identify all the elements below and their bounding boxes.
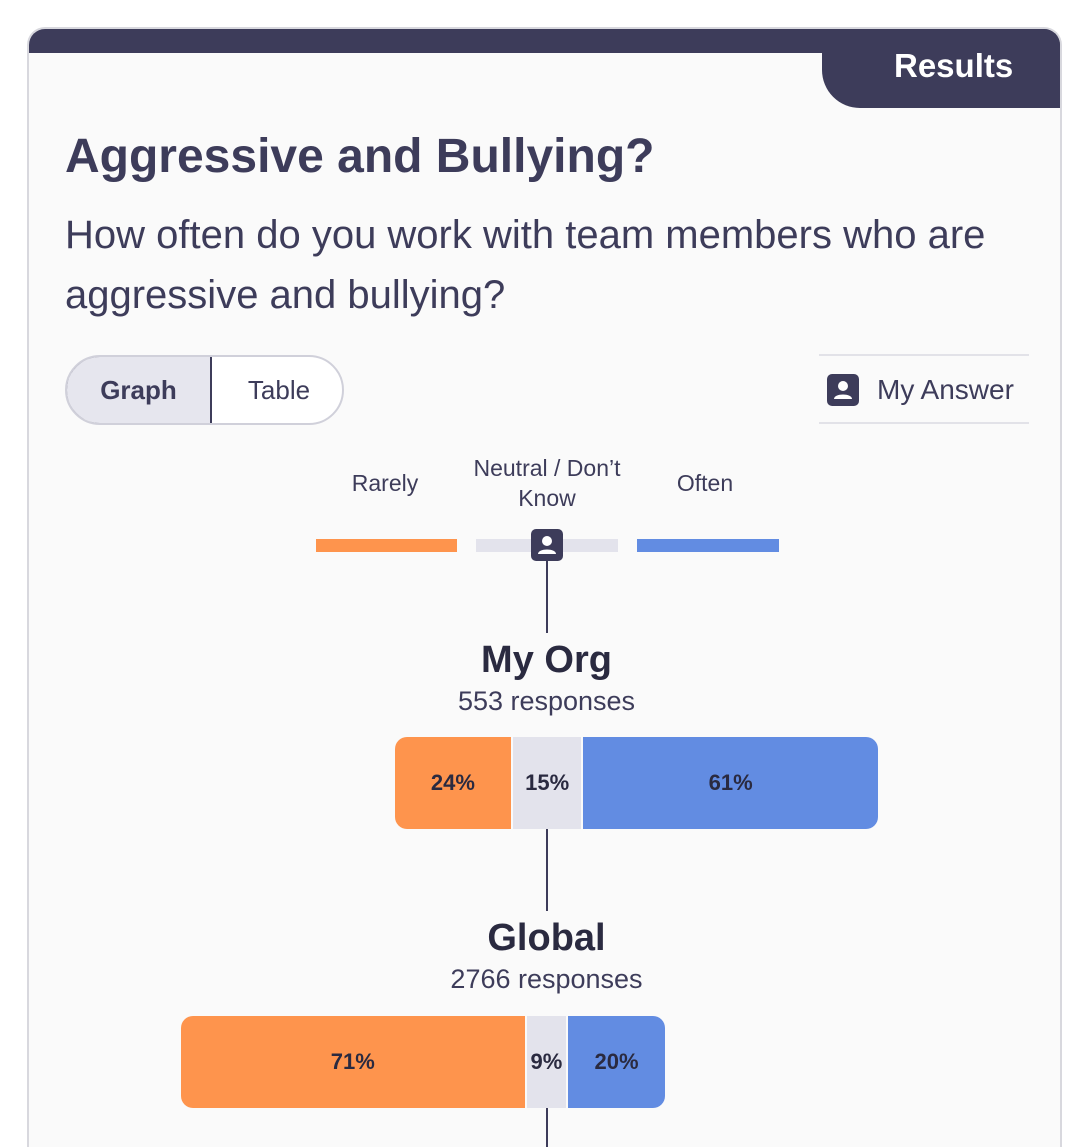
stacked-bar-my-org: 24% 15% 61% (395, 737, 878, 829)
question-title: Aggressive and Bullying? (65, 130, 655, 183)
legend-swatch-often (637, 539, 779, 552)
segment-value-label: 61% (708, 770, 753, 795)
graph-toggle-button[interactable]: Graph (67, 357, 212, 423)
segment-neutral: 15% (510, 737, 584, 829)
segment-value-label: 15% (525, 770, 570, 795)
user-icon (827, 374, 859, 406)
my-answer-label: My Answer (877, 374, 1014, 405)
group-responses-global: 2766 responses (450, 964, 643, 994)
legend-label-rarely: Rarely (351, 470, 419, 496)
group-title-my-org: My Org (481, 639, 612, 681)
my-answer-marker-icon (531, 529, 563, 561)
segment-value-label: 20% (594, 1049, 639, 1074)
segment-rarely: 24% (395, 737, 511, 829)
legend-swatch-rarely (316, 539, 457, 552)
segment-value-label: 24% (430, 770, 475, 795)
segment-value-label: 71% (330, 1049, 375, 1074)
answer-line (546, 1108, 548, 1147)
segment-often: 20% (568, 1016, 665, 1108)
segment-value-label: 9% (530, 1049, 563, 1074)
table-toggle-button[interactable]: Table (247, 375, 311, 405)
legend-label-neutral: Neutral / Don’t Know (473, 455, 621, 511)
legend-label-often: Often (676, 470, 734, 496)
question-text: How often do you work with team members … (65, 213, 986, 317)
results-tab: Results (822, 29, 1060, 108)
segment-often: 61% (583, 737, 878, 829)
answer-line (546, 829, 548, 911)
segment-neutral: 9% (524, 1016, 569, 1108)
results-tab-label: Results (894, 47, 1014, 84)
group-title-global: Global (487, 917, 606, 959)
answer-line (546, 561, 548, 633)
segment-rarely: 71% (181, 1016, 525, 1108)
my-answer-button[interactable]: My Answer (819, 354, 1029, 424)
group-responses-my-org: 553 responses (457, 686, 636, 716)
results-card: Results Aggressive and Bullying? How oft… (27, 27, 1062, 1147)
stacked-bar-global: 71% 9% 20% (181, 1016, 665, 1108)
view-toggle: Graph Table (65, 355, 344, 425)
